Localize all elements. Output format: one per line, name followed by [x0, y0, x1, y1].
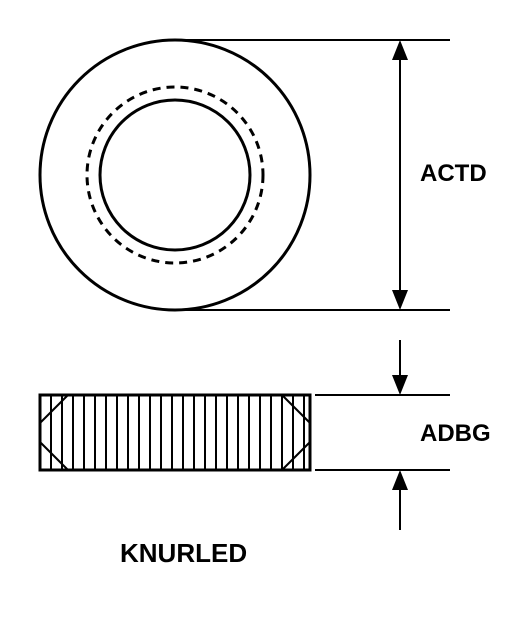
- dashed-circle: [87, 87, 263, 263]
- corner-diag-br: [282, 442, 310, 470]
- actd-arrow-top: [392, 40, 408, 60]
- adbg-label: ADBG: [420, 420, 491, 448]
- title-label: KNURLED: [120, 538, 247, 569]
- adbg-arrow-top: [392, 375, 408, 395]
- side-rect: [40, 395, 310, 470]
- actd-label: ACTD: [420, 160, 487, 188]
- actd-arrow-bottom: [392, 290, 408, 310]
- corner-diag-bl: [40, 442, 68, 470]
- technical-diagram: ACTD ADBG KNURLED: [0, 0, 510, 624]
- outer-circle: [40, 40, 310, 310]
- actd-dimension: [185, 40, 450, 310]
- adbg-arrow-bottom: [392, 470, 408, 490]
- diagram-svg: [0, 0, 510, 624]
- inner-circle: [100, 100, 250, 250]
- corner-diag-tl: [40, 395, 68, 423]
- side-view: [40, 395, 310, 470]
- top-view: [40, 40, 310, 310]
- corner-diag-tr: [282, 395, 310, 423]
